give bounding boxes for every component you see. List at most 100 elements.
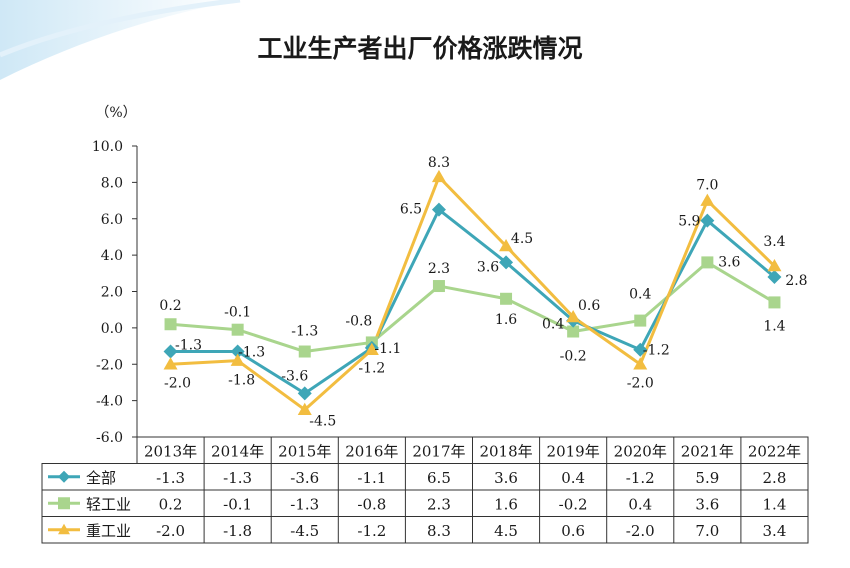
data-label: -1.3 <box>175 338 202 354</box>
y-tick-label: -2.0 <box>96 357 123 373</box>
x-category-label: 2017年 <box>412 442 465 460</box>
data-label: -1.2 <box>643 343 670 359</box>
table-cell: 4.5 <box>494 522 518 540</box>
data-label: 3.4 <box>763 234 785 250</box>
data-label: 3.6 <box>718 254 740 270</box>
data-label: -4.5 <box>309 414 336 430</box>
series-line-0 <box>170 208 776 395</box>
table-cell: 1.6 <box>494 495 518 513</box>
series-0-point <box>499 255 514 270</box>
series-1-point <box>432 280 445 293</box>
data-label: -1.3 <box>238 345 265 361</box>
series-2-point <box>230 353 245 366</box>
table-cell: -0.1 <box>223 495 252 513</box>
data-label: 0.6 <box>578 298 600 314</box>
table-cell: -1.8 <box>223 522 252 540</box>
series-2-point <box>499 239 514 252</box>
x-category-label: 2015年 <box>278 442 331 460</box>
series-0-point <box>230 344 245 359</box>
table-cell: -1.3 <box>290 495 319 513</box>
table-cell: -1.1 <box>357 469 386 487</box>
data-label: -1.3 <box>291 324 318 340</box>
data-label: -3.6 <box>281 368 308 384</box>
table-cell: -1.3 <box>223 469 252 487</box>
table-cell: 8.3 <box>427 522 451 540</box>
data-label: 5.9 <box>678 214 700 230</box>
x-category-label: 2022年 <box>748 442 801 460</box>
data-label: -0.2 <box>560 349 587 365</box>
data-label: 0.4 <box>542 317 564 333</box>
y-tick-label: 6.0 <box>101 212 123 228</box>
series-2-point <box>297 402 312 415</box>
data-label: -2.0 <box>164 375 191 391</box>
table-cell: -4.5 <box>290 522 319 540</box>
x-category-label: 2014年 <box>211 442 264 460</box>
series-line-2 <box>170 175 776 412</box>
series-1-point <box>164 318 177 331</box>
y-tick-label: 10.0 <box>92 139 123 155</box>
series-2-point <box>700 193 715 206</box>
x-category-label: 2021年 <box>681 442 734 460</box>
legend-marker <box>58 470 70 483</box>
series-1-point <box>298 345 311 358</box>
legend-label: 全部 <box>86 469 116 487</box>
data-label: 1.4 <box>763 318 785 334</box>
series-1-point <box>768 296 781 309</box>
table-cell: -0.8 <box>357 495 386 513</box>
y-axis-label: （%） <box>95 105 136 121</box>
series-0-point <box>633 342 648 357</box>
table-cell: 0.4 <box>561 469 585 487</box>
table-cell: 2.8 <box>763 469 787 487</box>
series-line-1 <box>170 260 776 354</box>
table-cell: 3.4 <box>763 522 787 540</box>
data-label: 1.6 <box>495 312 517 328</box>
table-cell: 0.4 <box>628 495 652 513</box>
table-cell: 0.2 <box>159 495 183 513</box>
data-label: -1.2 <box>358 361 385 377</box>
x-category-label: 2016年 <box>345 442 398 460</box>
series-2-point <box>633 357 648 370</box>
table-cell: -2.0 <box>156 522 185 540</box>
x-category-label: 2019年 <box>547 442 600 460</box>
plot-area: 10.08.06.04.02.00.0-2.0-4.0-6.0-1.3 -1.3-… <box>92 139 808 446</box>
table-cell: -0.2 <box>559 495 588 513</box>
legend-marker <box>58 523 70 535</box>
series-2-point <box>163 357 178 370</box>
data-label: 2.3 <box>428 261 450 277</box>
y-tick-label: 4.0 <box>101 248 123 264</box>
table-body-border <box>41 463 809 544</box>
table-cell: 3.6 <box>494 469 518 487</box>
data-label: -1.1 <box>374 341 401 357</box>
series-2-point <box>566 309 581 323</box>
series-1-point <box>231 323 244 336</box>
decorative-swoosh-stripe <box>0 0 241 58</box>
series-0-point <box>431 202 446 217</box>
data-label: -0.1 <box>224 305 251 321</box>
data-label: 0.2 <box>159 298 181 314</box>
x-category-label: 2018年 <box>479 442 532 460</box>
data-table: 2013年 2014年 2015年 2016年 2017年 2018年 2019年 2020年… <box>41 436 809 544</box>
data-label: 0.4 <box>629 287 651 303</box>
decorative-swoosh <box>0 0 240 80</box>
table-cell: -3.6 <box>290 469 319 487</box>
y-tick-label: 2.0 <box>101 285 123 301</box>
x-category-label: 2013年 <box>144 442 197 460</box>
table-cell: -1.2 <box>626 469 655 487</box>
series-0-point <box>297 386 312 401</box>
series-1-point <box>634 314 647 327</box>
series-2-point <box>364 342 379 355</box>
table-cell: 2.3 <box>427 495 451 513</box>
x-category-label: 2020年 <box>614 442 667 460</box>
data-label: -0.8 <box>345 313 372 329</box>
series-0-point <box>700 213 715 228</box>
series-1-point <box>500 292 513 305</box>
y-tick-label: -4.0 <box>96 394 123 410</box>
table-cell: 5.9 <box>695 469 719 487</box>
data-label: 4.5 <box>511 231 533 247</box>
series-1-point <box>567 325 580 338</box>
y-tick-label: 8.0 <box>101 175 123 191</box>
table-cell: 1.4 <box>763 495 787 513</box>
y-tick-label: -6.0 <box>96 430 123 446</box>
legend-marker <box>58 497 70 510</box>
